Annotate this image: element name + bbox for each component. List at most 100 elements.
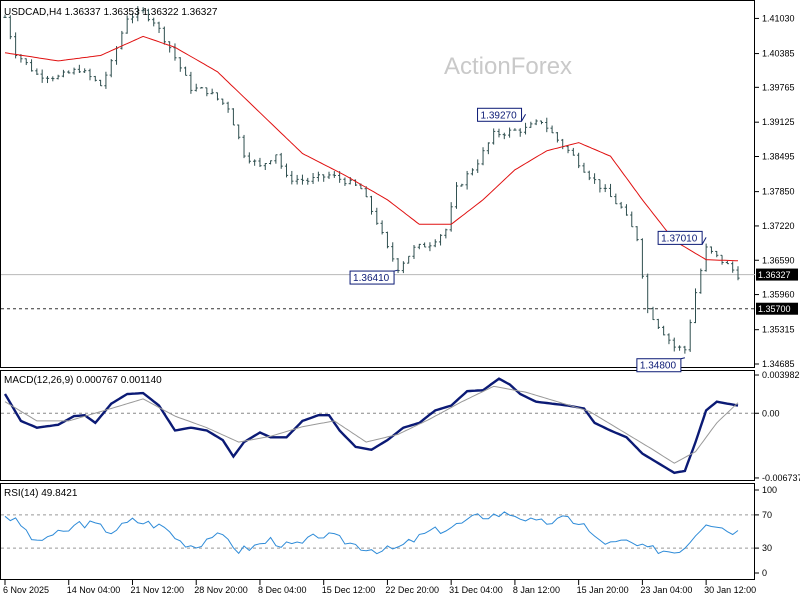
price-bar <box>332 171 336 178</box>
price-bar <box>215 92 220 101</box>
price-bar <box>40 69 44 83</box>
price-bar <box>83 68 87 73</box>
price-bar <box>454 182 459 209</box>
price-bar <box>3 14 7 18</box>
price-bar <box>210 88 214 95</box>
price-panel <box>0 0 755 368</box>
price-bar <box>343 177 347 186</box>
price-bar <box>199 86 204 89</box>
price-bar <box>699 268 703 294</box>
price-bar <box>640 238 644 279</box>
price-bar <box>146 8 151 22</box>
price-bar <box>88 68 92 81</box>
price-bar <box>279 152 283 169</box>
time-tick-label: 21 Nov 12:00 <box>130 585 184 595</box>
price-bar <box>375 207 379 225</box>
price-bar <box>449 202 453 232</box>
macd-tick-label: 0.003982 <box>762 370 800 380</box>
price-tick-label: 1.39765 <box>762 82 795 92</box>
price-bar <box>72 67 76 75</box>
price-bar <box>253 159 257 166</box>
price-bar <box>417 243 421 250</box>
swing-label: 1.36410 <box>349 269 399 285</box>
price-bar <box>630 211 634 228</box>
time-tick-label: 15 Dec 12:00 <box>322 585 376 595</box>
price-bar <box>316 171 320 182</box>
price-bar <box>391 242 395 262</box>
price-bar <box>731 261 735 273</box>
price-bar <box>492 128 496 145</box>
price-bar <box>428 242 432 252</box>
price-bar <box>152 17 156 27</box>
price-bar <box>608 183 613 198</box>
swing-label-text: 1.36410 <box>353 273 390 284</box>
price-bar <box>189 71 193 94</box>
macd-header: MACD(12,26,9) 0.000767 0.001140 <box>4 375 162 386</box>
price-bar <box>130 13 135 24</box>
price-bar <box>412 244 416 259</box>
price-bar <box>104 71 108 89</box>
price-bar <box>481 147 485 166</box>
time-tick-label: 14 Nov 04:00 <box>67 585 121 595</box>
price-bar <box>221 98 225 105</box>
price-bar <box>311 173 315 184</box>
price-bar <box>247 152 251 164</box>
price-bar <box>566 145 570 154</box>
price-bar <box>651 306 655 321</box>
rsi-tick-label: 0 <box>762 568 767 578</box>
price-bar <box>183 66 188 76</box>
price-tick-label: 1.36590 <box>762 255 795 265</box>
price-bar <box>258 157 262 168</box>
rsi-axis: 100 70 30 0 <box>755 485 777 578</box>
time-tick-label: 8 Jan 12:00 <box>513 585 560 595</box>
price-bar <box>67 70 71 74</box>
price-bar <box>470 168 475 176</box>
price-bar <box>109 59 113 78</box>
price-bar <box>423 242 427 248</box>
price-bars <box>3 6 740 354</box>
price-bar <box>497 128 501 138</box>
price-bar <box>295 174 299 185</box>
macd-tick-label: 0.00 <box>762 408 780 418</box>
price-tick-label: 1.35315 <box>762 325 795 335</box>
swing-label-pointer <box>393 269 399 272</box>
price-bar <box>438 234 443 246</box>
price-bar <box>290 170 294 185</box>
price-bar <box>736 266 740 281</box>
price-bar <box>433 239 437 248</box>
swing-label-box <box>477 107 523 122</box>
price-bar <box>61 69 66 78</box>
price-tick-label: 1.35960 <box>762 290 795 300</box>
price-bar <box>35 68 39 75</box>
rsi-tick-label: 100 <box>762 485 777 495</box>
price-bar <box>178 57 182 72</box>
swing-label: 1.39270 <box>477 107 526 122</box>
price-bar <box>274 154 278 164</box>
price-bar <box>725 260 729 265</box>
price-bar <box>656 318 660 330</box>
price-bar <box>545 117 549 133</box>
price-bar <box>300 174 305 185</box>
price-tick-label: 1.37850 <box>762 187 795 197</box>
price-bar <box>534 119 538 126</box>
price-bar <box>502 132 506 140</box>
price-bar <box>603 184 607 193</box>
price-bar <box>592 173 597 184</box>
price-bar <box>125 15 129 34</box>
time-tick-label: 8 Dec 04:00 <box>258 585 307 595</box>
price-bar <box>242 134 246 159</box>
price-tick-label: 1.38495 <box>762 151 795 161</box>
price-bar <box>465 170 469 190</box>
time-tick-label: 30 Jan 12:00 <box>704 585 756 595</box>
price-bar <box>226 101 230 113</box>
price-bar <box>168 41 172 53</box>
current-price-tag: 1.36327 <box>756 268 798 281</box>
price-bar <box>704 243 708 272</box>
swing-label-box <box>657 230 703 245</box>
time-tick-label: 6 Nov 2025 <box>3 585 49 595</box>
price-bar <box>444 228 448 239</box>
watermark: ActionForex <box>444 53 572 80</box>
swing-label-box <box>349 270 395 285</box>
